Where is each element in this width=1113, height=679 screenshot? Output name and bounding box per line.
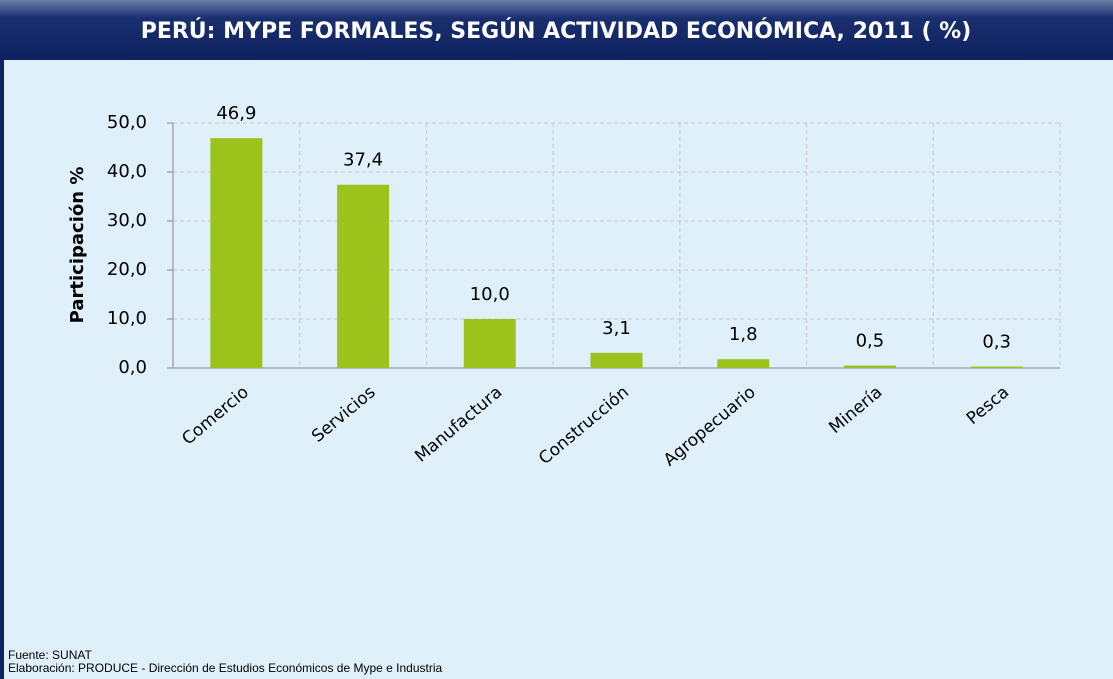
y-tick-label: 30,0 (107, 210, 147, 231)
left-border (0, 60, 4, 679)
y-tick-label: 40,0 (107, 161, 147, 182)
y-tick-label: 20,0 (107, 259, 147, 280)
bar (590, 352, 643, 368)
value-label: 37,4 (343, 150, 383, 171)
bar (463, 319, 516, 368)
value-label: 3,1 (602, 318, 631, 339)
y-tick-label: 50,0 (107, 112, 147, 133)
value-label: 10,0 (470, 284, 510, 305)
y-tick-label: 10,0 (107, 308, 147, 329)
bar (970, 366, 1023, 368)
title-bar (0, 0, 1113, 60)
bar (210, 138, 263, 368)
bar (717, 359, 770, 368)
bar (843, 365, 896, 368)
y-axis-label: Participación % (67, 167, 88, 324)
value-label: 1,8 (729, 324, 758, 345)
credit: Elaboración: PRODUCE - Dirección de Estu… (8, 661, 443, 675)
source: Fuente: SUNAT (8, 648, 92, 662)
bar (337, 184, 390, 368)
value-label: 46,9 (216, 103, 256, 124)
y-tick-label: 0,0 (118, 357, 147, 378)
chart-title: PERÚ: MYPE FORMALES, SEGÚN ACTIVIDAD ECO… (141, 18, 972, 44)
value-label: 0,3 (982, 332, 1011, 353)
value-label: 0,5 (856, 331, 885, 352)
